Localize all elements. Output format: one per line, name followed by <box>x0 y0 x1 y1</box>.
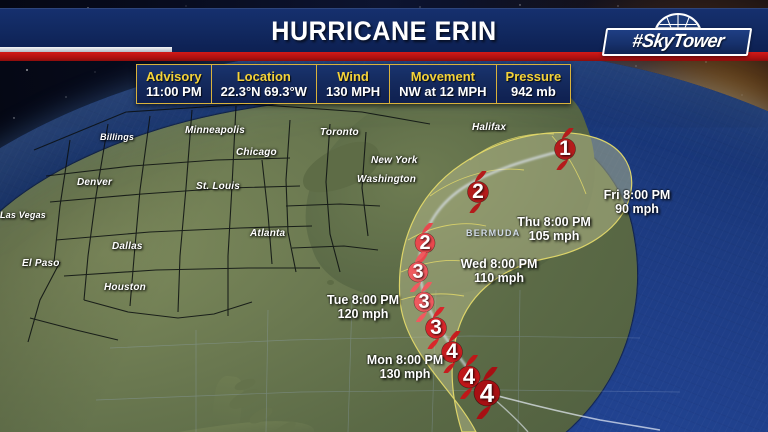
page-title: HURRICANE ERIN <box>271 16 497 46</box>
city-label-houston: Houston <box>104 282 146 293</box>
city-label-new-york: New York <box>371 155 418 166</box>
databar-label: Advisory <box>146 68 202 84</box>
banner-silver-stripe <box>0 47 172 54</box>
cyclone-icon <box>473 360 501 426</box>
forecast-callout-wind: 105 mph <box>528 229 580 243</box>
hurricane-forecast-marker: 1 <box>544 122 586 176</box>
forecast-callout-day: Thu 8:00 PM <box>517 215 591 229</box>
logo-text: #SkyTower <box>630 31 726 52</box>
databar-cell-movement: Movement NW at 12 MPH <box>390 65 497 103</box>
tower-dome-icon <box>654 13 702 32</box>
banner-red-stripe <box>0 52 768 61</box>
advisory-data-bar: Advisory 11:00 PM Location 22.3°N 69.3°W Win… <box>136 64 572 104</box>
cyclone-icon <box>457 349 481 405</box>
hurricane-current-position-marker: 4 <box>461 360 513 426</box>
databar-cell-wind: Wind 130 MPH <box>317 65 391 103</box>
city-label-billings: Billings <box>100 132 135 142</box>
databar-label: Pressure <box>505 68 562 84</box>
city-label-toronto: Toronto <box>320 127 359 138</box>
city-label-denver: Denver <box>77 177 113 188</box>
city-label-washington: Washington <box>357 174 417 185</box>
databar-cell-location: Location 22.3°N 69.3°W <box>212 65 317 103</box>
cyclone-icon <box>413 277 435 327</box>
databar-label: Movement <box>410 68 475 84</box>
databar-value: 11:00 PM <box>146 83 202 99</box>
forecast-callout-wind: 90 mph <box>615 202 659 216</box>
city-label-minneapolis: Minneapolis <box>185 125 245 136</box>
skytower-logo[interactable]: #SkyTower <box>596 12 756 58</box>
forecast-callout-wind: 110 mph <box>473 271 525 285</box>
city-label-halifax: Halifax <box>472 122 507 133</box>
forecast-callout-day: Fri 8:00 PM <box>603 188 671 202</box>
city-label-el-paso: El Paso <box>22 258 60 269</box>
forecast-callout-day: Wed 8:00 PM <box>460 257 538 271</box>
databar-label: Location <box>236 68 291 84</box>
databar-value: NW at 12 MPH <box>399 83 487 99</box>
hurricane-forecast-marker: 2 <box>457 165 499 219</box>
forecast-callout-day: Tue 8:00 PM <box>326 293 400 307</box>
databar-value: 130 MPH <box>325 83 381 99</box>
city-label-las-vegas: Las Vegas <box>0 210 46 220</box>
forecast-callout-wind: 130 mph <box>379 367 431 381</box>
forecast-callout: Fri 8:00 PM 90 mph <box>604 188 671 216</box>
cyclone-icon <box>425 301 447 355</box>
databar-cell-pressure: Pressure 942 mb <box>497 65 571 103</box>
forecast-callout: Wed 8:00 PM 110 mph <box>461 257 538 285</box>
forecast-callout: Mon 8:00 PM 130 mph <box>367 353 443 381</box>
cyclone-icon <box>467 165 489 219</box>
city-label-st-louis: St. Louis <box>196 181 241 192</box>
city-label-chicago: Chicago <box>236 147 277 158</box>
city-label-atlanta: Atlanta <box>250 228 286 239</box>
forecast-callout: Tue 8:00 PM 120 mph <box>327 293 399 321</box>
forecast-callout-day: Mon 8:00 PM <box>366 353 444 367</box>
forecast-callout-wind: 120 mph <box>337 307 389 321</box>
databar-value: 942 mb <box>510 83 556 99</box>
city-label-dallas: Dallas <box>112 241 143 252</box>
databar-cell-advisory: Advisory 11:00 PM <box>137 65 212 103</box>
databar-label: Wind <box>337 68 369 84</box>
forecast-callout: Thu 8:00 PM 105 mph <box>517 215 591 243</box>
databar-value: 22.3°N 69.3°W <box>220 83 307 99</box>
bermuda-label: BERMUDA <box>466 228 521 238</box>
cyclone-icon <box>554 122 576 176</box>
